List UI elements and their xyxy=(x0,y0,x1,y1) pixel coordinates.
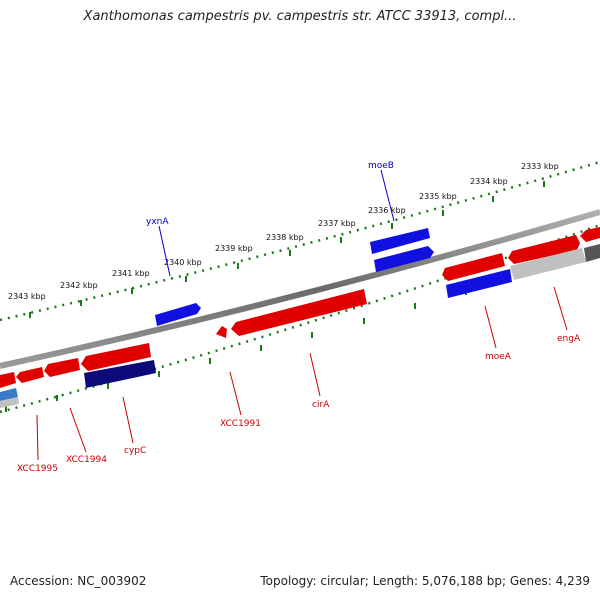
inner-scale xyxy=(0,223,600,414)
scale-label: 2339 kbp xyxy=(215,244,253,253)
gene-moeA[interactable] xyxy=(446,269,512,298)
map-title: Xanthomonas campestris pv. campestris st… xyxy=(83,9,517,24)
gene-label-cypC[interactable]: cypC xyxy=(124,446,146,456)
gene-moeB[interactable] xyxy=(370,228,430,254)
leader-lines xyxy=(36,169,568,461)
gene-label-XCC1994[interactable]: XCC1994 xyxy=(66,455,107,465)
scale-label: 2335 kbp xyxy=(419,192,457,201)
gene-yxnA[interactable] xyxy=(155,303,201,326)
scale-label: 2342 kbp xyxy=(60,281,98,290)
gene-label-moeB[interactable]: moeB xyxy=(368,161,394,171)
topology-text: Topology: circular; Length: 5,076,188 bp… xyxy=(260,574,590,588)
outer-scale-ticks xyxy=(29,181,545,318)
gene-label-yxnA[interactable]: yxnA xyxy=(146,217,169,227)
scale-label: 2337 kbp xyxy=(318,219,356,228)
gene-label-XCC1991[interactable]: XCC1991 xyxy=(220,419,261,429)
gene-XCC1994-a[interactable] xyxy=(16,367,44,383)
scale-label: 2336 kbp xyxy=(368,206,406,215)
gene-moeB-2[interactable] xyxy=(374,246,434,272)
gene-XCC1991[interactable] xyxy=(216,326,227,338)
gene-label-XCC1995[interactable]: XCC1995 xyxy=(17,464,58,474)
scale-label: 2334 kbp xyxy=(470,177,508,186)
forward-strand-genes[interactable] xyxy=(155,227,600,326)
genome-backbone xyxy=(0,209,600,369)
scale-label: 2338 kbp xyxy=(266,233,304,242)
gene-left-grey[interactable] xyxy=(0,397,19,408)
gene-label-engA[interactable]: engA xyxy=(557,334,581,344)
scale-label: 2333 kbp xyxy=(521,162,559,171)
gene-XCC1995[interactable] xyxy=(0,372,16,388)
gene-label-moeA[interactable]: moeA xyxy=(485,352,512,362)
gene-left-blue[interactable] xyxy=(0,388,18,401)
gene-XCC1994-b[interactable] xyxy=(44,358,80,377)
scale-labels: 2343 kbp 2342 kbp 2341 kbp 2340 kbp 2339… xyxy=(8,162,559,301)
gene-engA[interactable] xyxy=(510,248,586,280)
gene-cirA[interactable] xyxy=(231,289,367,336)
scale-label: 2341 kbp xyxy=(112,269,150,278)
scale-label: 2340 kbp xyxy=(164,258,202,267)
reverse-strand-genes[interactable] xyxy=(0,235,600,408)
accession-text: Accession: NC_003902 xyxy=(10,574,147,588)
gene-moeA-forward[interactable] xyxy=(442,253,505,281)
gene-label-cirA[interactable]: cirA xyxy=(312,400,330,410)
gene-cypC-forward[interactable] xyxy=(81,343,151,371)
scale-label: 2343 kbp xyxy=(8,292,46,301)
gene-engA-forward[interactable] xyxy=(508,235,580,264)
gene-edge-dark[interactable] xyxy=(584,244,600,262)
gene-cypC[interactable] xyxy=(84,360,156,388)
gene-edge-forward[interactable] xyxy=(580,227,600,242)
